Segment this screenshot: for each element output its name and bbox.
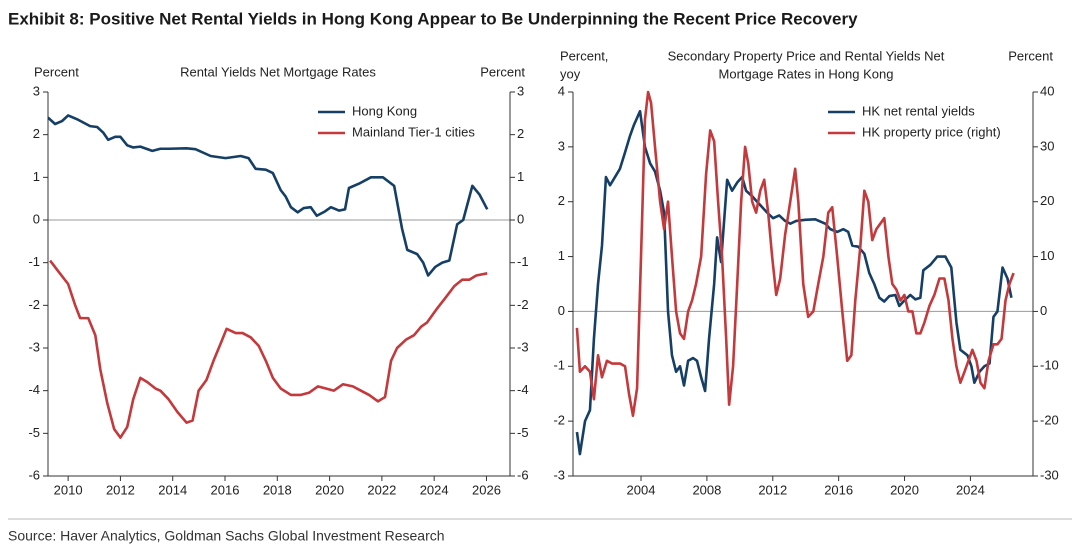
y2-tick-label: -30 — [1040, 467, 1059, 482]
x-tick-label: 2014 — [158, 482, 187, 497]
chart-title: Rental Yields Net Mortgage Rates — [180, 64, 376, 79]
y-axis-label: Percent, — [560, 48, 608, 63]
x-tick-label: 2016 — [211, 482, 240, 497]
legend-label: HK net rental yields — [862, 103, 975, 118]
series-line — [49, 259, 488, 439]
y2-tick-label: 40 — [1040, 83, 1054, 98]
y2-tick-label: -5 — [517, 425, 529, 440]
y2-axis-label: Percent — [480, 64, 525, 79]
y2-tick-label: 10 — [1040, 248, 1054, 263]
legend-label: HK property price (right) — [862, 124, 1001, 139]
y2-axis-label: Percent — [1008, 48, 1053, 63]
y-axis-label: Percent — [34, 64, 79, 79]
y-tick-label: 3 — [33, 83, 40, 98]
y2-tick-label: 1 — [517, 169, 524, 184]
y-tick-label: 2 — [558, 193, 565, 208]
x-tick-label: 2018 — [263, 482, 292, 497]
y-tick-label: -2 — [28, 297, 40, 312]
x-tick-label: 2020 — [890, 482, 919, 497]
y-tick-label: -2 — [553, 413, 565, 428]
legend-label: Mainland Tier-1 cities — [352, 124, 475, 139]
x-tick-label: 2020 — [315, 482, 344, 497]
y2-tick-label: 3 — [517, 83, 524, 98]
y-tick-label: 0 — [558, 303, 565, 318]
x-tick-label: 2012 — [758, 482, 787, 497]
y-tick-label: 3 — [558, 138, 565, 153]
y-tick-label: -4 — [28, 382, 40, 397]
x-tick-label: 2016 — [824, 482, 853, 497]
y2-tick-label: 2 — [517, 126, 524, 141]
x-tick-label: 2024 — [956, 482, 985, 497]
exhibit-title: Exhibit 8: Positive Net Rental Yields in… — [8, 9, 858, 28]
y2-tick-label: -20 — [1040, 413, 1059, 428]
y2-tick-label: -6 — [517, 467, 529, 482]
series-line — [575, 109, 1013, 456]
x-tick-label: 2010 — [54, 482, 83, 497]
series-line — [48, 114, 489, 277]
chart-title: Mortgage Rates in Hong Kong — [719, 66, 894, 81]
y-axis-label: yoy — [560, 66, 581, 81]
y2-tick-label: 20 — [1040, 193, 1054, 208]
y2-tick-label: -10 — [1040, 358, 1059, 373]
y-tick-label: 1 — [558, 248, 565, 263]
x-tick-label: 2022 — [367, 482, 396, 497]
y-tick-label: -3 — [28, 339, 40, 354]
x-tick-label: 2004 — [627, 482, 656, 497]
series-line — [575, 90, 1015, 417]
y-tick-label: 2 — [33, 126, 40, 141]
y2-tick-label: 0 — [1040, 303, 1047, 318]
y-tick-label: -6 — [28, 467, 40, 482]
y-tick-label: -3 — [553, 467, 565, 482]
y-tick-label: 0 — [33, 211, 40, 226]
legend-label: Hong Kong — [352, 103, 417, 118]
chart-title: Secondary Property Price and Rental Yiel… — [668, 48, 945, 63]
y-tick-label: 1 — [33, 169, 40, 184]
x-tick-label: 2024 — [420, 482, 449, 497]
y-tick-label: 4 — [558, 83, 565, 98]
x-tick-label: 2026 — [472, 482, 501, 497]
x-tick-label: 2012 — [106, 482, 135, 497]
y2-tick-label: 30 — [1040, 138, 1054, 153]
y2-tick-label: 0 — [517, 211, 524, 226]
y-tick-label: -5 — [28, 425, 40, 440]
x-tick-label: 2008 — [692, 482, 721, 497]
y-tick-label: -1 — [553, 358, 565, 373]
y-tick-label: -1 — [28, 254, 40, 269]
source: Source: Haver Analytics, Goldman Sachs G… — [8, 528, 445, 544]
y2-tick-label: -3 — [517, 339, 529, 354]
y2-tick-label: -4 — [517, 382, 529, 397]
y2-tick-label: -1 — [517, 254, 529, 269]
y2-tick-label: -2 — [517, 297, 529, 312]
